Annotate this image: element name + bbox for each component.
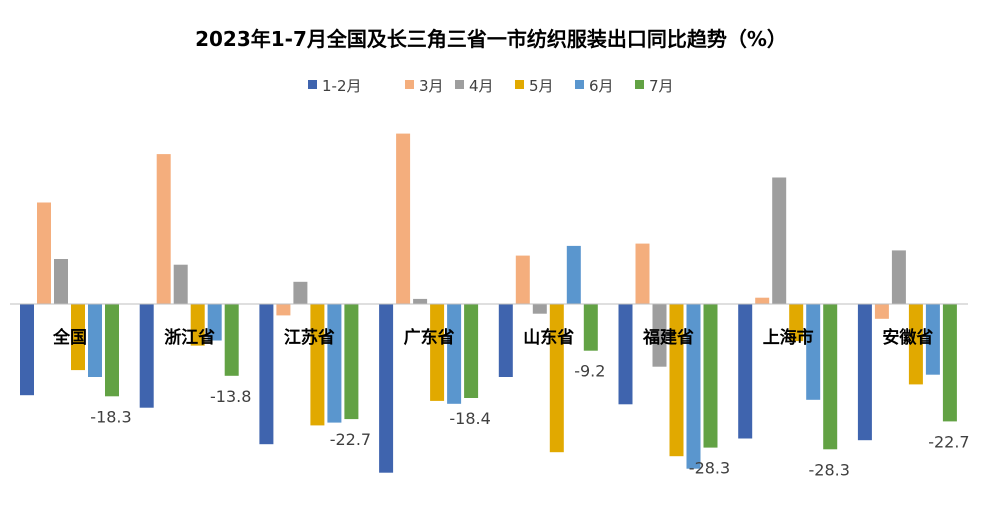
legend-swatch-2 [405, 80, 414, 89]
bar-2-4 [190, 304, 205, 346]
bar-1-5 [88, 304, 102, 377]
bar-6-4 [669, 304, 684, 457]
bar-3-2 [276, 304, 291, 316]
bar-5-6 [583, 304, 598, 351]
bar-7-4 [789, 304, 804, 342]
bar-3-6 [344, 304, 359, 420]
bar-5-3 [532, 304, 547, 314]
bar-7-3 [772, 177, 787, 304]
data-label-5: -9.2 [574, 362, 605, 381]
bar-8-3 [891, 250, 906, 304]
bar-2-3 [173, 264, 188, 304]
legend-label-5: 6月 [589, 77, 614, 95]
legend: 1-2月 3月 4月 5月 6月 7月 [308, 77, 674, 95]
legend-label-4: 5月 [529, 77, 554, 95]
bar-1-1 [20, 304, 34, 396]
bar-7-1 [738, 304, 753, 439]
legend-swatch-4 [515, 80, 524, 89]
bar-2-2 [156, 154, 171, 304]
chart-title: 2023年1-7月全国及长三角三省一市纺织服装出口同比趋势（%） [195, 27, 787, 51]
data-label-8: -22.7 [928, 432, 969, 451]
bar-1-3 [54, 259, 68, 304]
category-label-4: 广东省 [404, 327, 455, 348]
category-label-2: 浙江省 [164, 327, 215, 348]
bar-7-6 [823, 304, 838, 450]
bar-3-5 [327, 304, 342, 423]
bar-4-1 [379, 304, 394, 473]
bar-3-3 [293, 281, 308, 304]
data-labels: -18.3 -13.8 -22.7 -18.4 -9.2 -28.3 -28.3 -22.7 [90, 362, 969, 480]
bar-8-6 [942, 304, 957, 422]
legend-label-6: 7月 [649, 77, 674, 95]
bar-8-2 [874, 304, 889, 319]
bar-6-1 [618, 304, 633, 405]
bar-2-6 [224, 304, 239, 376]
legend-label-3: 4月 [469, 77, 494, 95]
category-label-8: 安徽省 [882, 327, 933, 348]
bars [20, 133, 957, 473]
category-label-3: 江苏省 [284, 327, 335, 348]
legend-swatch-6 [635, 80, 644, 89]
bar-6-2 [635, 243, 650, 304]
bar-4-5 [447, 304, 462, 404]
bar-2-5 [207, 304, 222, 341]
bar-4-2 [396, 133, 411, 304]
data-label-2: -13.8 [210, 387, 251, 406]
bar-1-4 [71, 304, 85, 371]
data-label-3: -22.7 [330, 430, 371, 449]
bar-7-5 [806, 304, 821, 400]
category-labels: 全国 浙江省 江苏省 广东省 山东省 福建省 上海市 安徽省 [52, 327, 933, 348]
bar-5-5 [566, 245, 581, 304]
legend-swatch-1 [308, 80, 317, 89]
bar-5-2 [515, 255, 530, 305]
data-label-6: -28.3 [689, 459, 730, 478]
bar-1-2 [37, 202, 51, 304]
bar-8-4 [908, 304, 923, 385]
category-label-7: 上海市 [763, 327, 814, 348]
bar-7-2 [755, 297, 770, 304]
bar-5-4 [549, 304, 564, 453]
data-label-7: -28.3 [808, 460, 849, 479]
bar-5-1 [498, 304, 513, 377]
bar-4-3 [413, 298, 428, 304]
bar-6-6 [703, 304, 718, 448]
category-label-1: 全国 [52, 327, 87, 348]
legend-swatch-3 [455, 80, 464, 89]
bar-3-4 [310, 304, 325, 426]
bar-8-1 [857, 304, 872, 441]
data-label-1: -18.3 [90, 407, 131, 426]
category-label-6: 福建省 [642, 327, 694, 348]
bar-4-6 [464, 304, 479, 398]
bar-8-5 [925, 304, 940, 375]
bar-3-1 [259, 304, 274, 445]
legend-swatch-5 [575, 80, 584, 89]
bar-6-3 [652, 304, 667, 367]
category-label-5: 山东省 [523, 327, 574, 348]
bar-1-6 [105, 304, 119, 397]
legend-label-2: 3月 [419, 77, 444, 95]
bar-6-5 [686, 304, 701, 469]
data-label-4: -18.4 [449, 409, 490, 428]
bar-4-4 [430, 304, 445, 401]
bar-2-1 [139, 304, 154, 408]
legend-label-1: 1-2月 [322, 77, 362, 95]
